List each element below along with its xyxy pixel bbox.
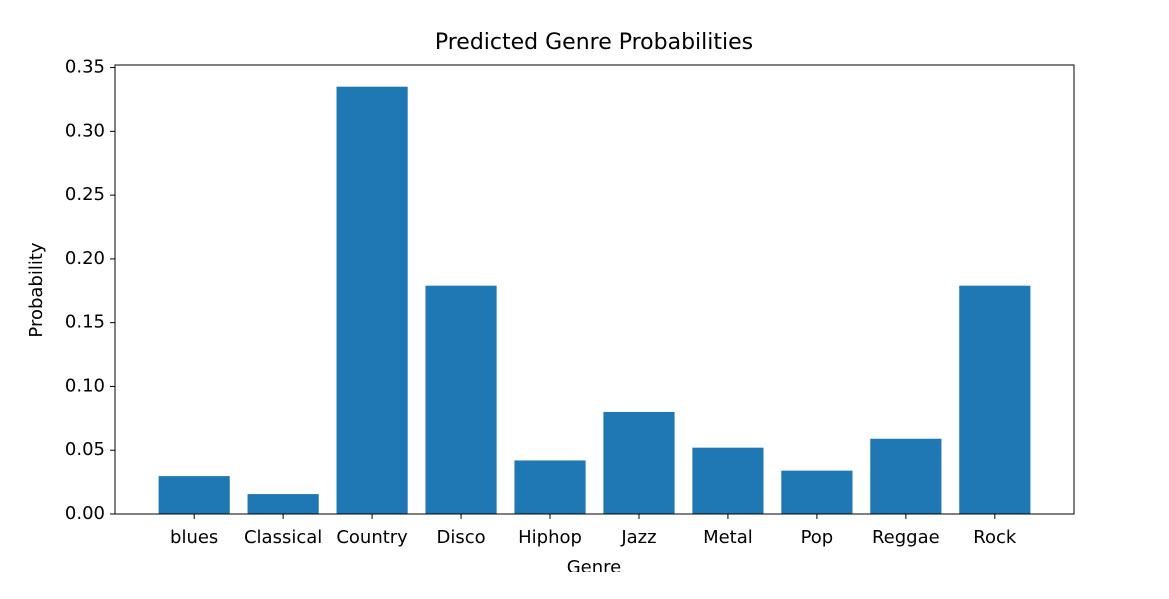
bar	[959, 285, 1031, 514]
y-tick-label: 0.35	[65, 57, 105, 78]
bar	[870, 438, 942, 514]
y-tick-label: 0.15	[65, 312, 105, 333]
x-tick-label: Metal	[703, 527, 753, 548]
y-tick-label: 0.10	[65, 375, 105, 396]
x-tick-label: blues	[170, 527, 218, 548]
plot-frame	[114, 64, 1075, 515]
y-tick-label: 0.20	[65, 248, 105, 269]
x-label-group: Genre	[567, 557, 622, 578]
bar	[336, 86, 408, 514]
x-tick-label: Reggae	[872, 527, 940, 548]
y-tick-label: 0.25	[65, 184, 105, 205]
y-tick-label: 0.00	[65, 503, 105, 524]
bar	[781, 470, 853, 514]
bar	[247, 494, 319, 514]
bar	[158, 476, 230, 514]
y-tick-label: 0.30	[65, 120, 105, 141]
x-tick-label: Rock	[973, 527, 1017, 548]
x-tick-label: Disco	[436, 527, 485, 548]
y-axis-label: Probability	[26, 242, 47, 337]
chart-title: Predicted Genre Probabilities	[435, 30, 753, 55]
bar	[692, 447, 764, 514]
x-tick-label: Classical	[244, 527, 322, 548]
x-tick-label: Hiphop	[518, 527, 582, 548]
bar	[425, 285, 497, 514]
bar	[514, 460, 586, 514]
x-tick-label: Country	[336, 527, 408, 548]
x-axis-label: Genre	[567, 557, 622, 578]
x-tick-label: Jazz	[620, 527, 656, 548]
bar	[603, 411, 675, 514]
x-tick-label: Pop	[801, 527, 834, 548]
y-tick-label: 0.05	[65, 439, 105, 460]
